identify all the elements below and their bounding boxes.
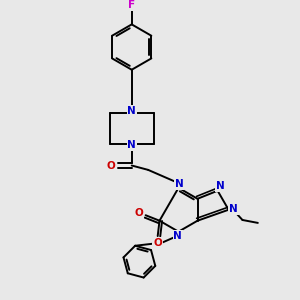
Text: F: F bbox=[128, 0, 135, 11]
Text: N: N bbox=[229, 204, 238, 214]
Text: O: O bbox=[106, 160, 115, 170]
Text: N: N bbox=[127, 140, 136, 150]
Text: N: N bbox=[127, 106, 136, 116]
Text: N: N bbox=[216, 181, 225, 191]
Text: O: O bbox=[135, 208, 143, 218]
Text: N: N bbox=[173, 231, 182, 241]
Text: N: N bbox=[175, 179, 184, 189]
Text: O: O bbox=[153, 238, 162, 248]
